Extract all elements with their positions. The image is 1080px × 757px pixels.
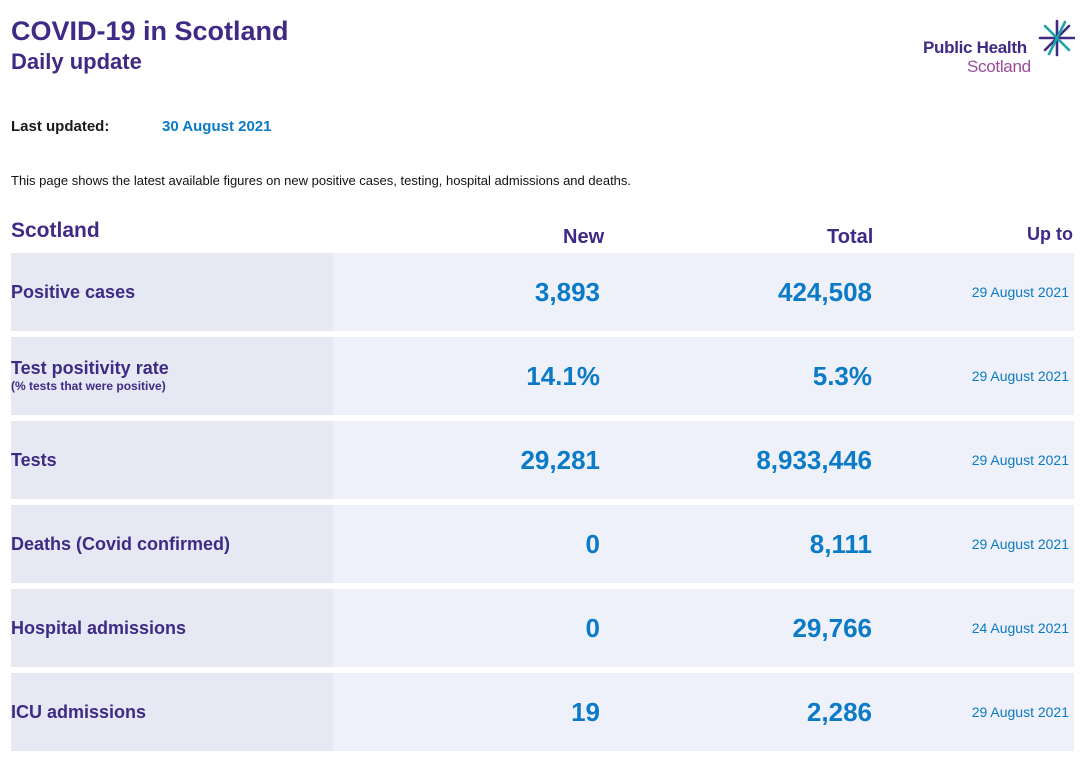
up-to-date: 29 August 2021 [971,704,1069,720]
new-value: 3,893 [534,277,600,307]
metric-name: Test positivity rate [11,358,169,378]
new-value: 29,281 [520,445,600,475]
total-value: 8,933,446 [756,445,872,475]
total-value: 2,286 [806,697,872,727]
table-row: Positive cases 3,893 424,508 29 August 2… [11,253,1074,331]
new-value: 0 [585,529,600,559]
logo-text-line1: Public Health [923,38,1027,57]
total-value: 8,111 [809,529,872,559]
column-header-up-to: Up to [1027,224,1073,244]
public-health-scotland-logo: Public Health Scotland [920,18,1075,80]
table-row: ICU admissions 19 2,286 29 August 2021 [11,673,1074,751]
star-burst-icon [1038,19,1075,57]
table-row: Deaths (Covid confirmed) 0 8,111 29 Augu… [11,505,1074,583]
column-header-total: Total [827,226,874,248]
total-value: 5.3% [812,361,872,391]
metric-name: Hospital admissions [11,617,187,638]
last-updated-date: 30 August 2021 [162,118,272,135]
up-to-date: 29 August 2021 [971,368,1069,384]
table-row: Hospital admissions 0 29,766 24 August 2… [11,589,1074,667]
total-value: 424,508 [778,277,872,307]
metric-name: Deaths (Covid confirmed) [11,533,231,554]
column-header-new: New [563,226,605,248]
new-value: 0 [585,613,600,643]
intro-text: This page shows the latest available fig… [11,173,632,188]
up-to-date: 29 August 2021 [971,284,1069,300]
up-to-date: 24 August 2021 [971,620,1069,636]
logo-text-line2: Scotland [967,57,1031,76]
last-updated-label: Last updated: [11,118,110,135]
metric-name: Tests [11,449,57,470]
table-row: Test positivity rate (% tests that were … [11,337,1074,415]
column-header-region: Scotland [11,219,100,242]
table-row: Tests 29,281 8,933,446 29 August 2021 [11,421,1074,499]
statistics-table: Positive cases 3,893 424,508 29 August 2… [11,253,1074,757]
up-to-date: 29 August 2021 [971,536,1069,552]
new-value: 14.1% [526,361,600,391]
total-value: 29,766 [792,613,872,643]
new-value: 19 [571,697,600,727]
page-title: COVID-19 in Scotland [11,16,289,46]
metric-name: Positive cases [11,281,136,302]
page-subtitle: Daily update [11,49,142,74]
up-to-date: 29 August 2021 [971,452,1069,468]
metric-name: ICU admissions [11,701,147,722]
metric-note: (% tests that were positive) [11,379,166,393]
